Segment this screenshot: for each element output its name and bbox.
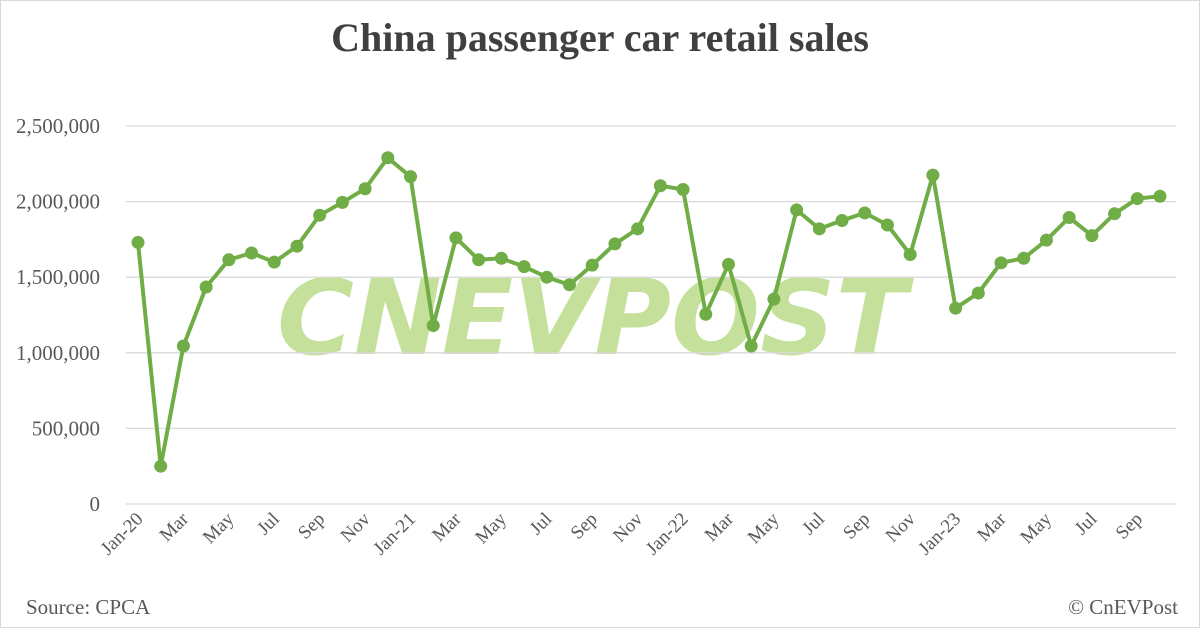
data-point [426,319,440,333]
x-tick-label: Nov [609,508,647,546]
data-point [653,179,667,193]
x-tick-label: Jul [798,509,829,540]
y-axis-ticks: 0 500,000 1,000,000 1,500,000 2,000,000 2,500… [16,114,100,516]
x-tick-label: Jul [1071,509,1102,540]
source-label: Source: CPCA [26,595,151,619]
data-point [1130,192,1144,206]
x-tick-label: May [744,508,784,548]
data-point [676,183,690,197]
x-tick-label: Sep [567,509,602,544]
x-tick-label: Sep [294,509,329,544]
y-tick-label: 0 [90,492,101,516]
data-point [858,206,872,220]
data-point [313,208,327,222]
data-point [631,222,645,236]
data-point [176,339,190,353]
data-point [494,251,508,265]
data-point [358,182,372,196]
x-tick-label: Mar [973,508,1011,546]
y-tick-label: 1,500,000 [16,265,100,289]
data-point [1017,251,1031,265]
data-point [903,248,917,262]
watermark-text: CNEVPOST [277,257,914,379]
x-tick-label: Nov [882,508,920,546]
y-tick-label: 500,000 [32,416,100,440]
x-tick-label: Sep [1112,509,1147,544]
data-series-retail-sales [131,151,1167,473]
x-tick-label: Mar [156,508,194,546]
data-point [1108,207,1122,221]
x-tick-label: Mar [701,508,739,546]
data-point [835,214,849,227]
data-point [926,168,940,182]
y-tick-label: 1,000,000 [16,341,100,365]
x-tick-label: Jan-22 [642,509,693,560]
data-point [1039,233,1053,247]
x-tick-label: Jul [526,509,557,540]
data-point [154,459,168,473]
data-point [381,151,395,165]
watermark: CNEVPOST [277,257,914,379]
data-point [449,231,463,245]
data-point [880,218,894,232]
x-tick-label: Jan-21 [369,509,420,560]
data-point [267,255,281,269]
x-tick-label: Jan-20 [97,509,148,560]
data-point [949,301,963,315]
data-point [404,170,418,184]
data-point [1153,189,1167,203]
x-tick-label: Sep [839,509,874,544]
y-tick-label: 2,000,000 [16,190,100,214]
data-point [971,286,985,300]
x-tick-label: May [199,508,239,548]
data-point [608,237,622,251]
data-point [790,203,804,217]
data-point [1085,229,1099,243]
data-point [222,253,236,267]
chart-title: China passenger car retail sales [331,15,869,60]
data-point [517,260,531,274]
series-line [136,155,1161,469]
data-point [994,256,1008,270]
x-tick-label: May [471,508,511,548]
y-tick-label: 2,500,000 [16,114,100,138]
data-point [699,307,713,321]
x-tick-label: Nov [337,508,375,546]
data-point [245,246,259,260]
data-point [472,253,486,267]
data-point [767,292,781,306]
x-tick-label: Jul [253,509,284,540]
x-tick-label: Jan-23 [914,509,965,560]
data-point [290,239,304,253]
data-point [585,258,599,272]
data-point [1062,210,1076,224]
data-point [563,278,577,292]
x-tick-label: May [1017,508,1057,548]
data-point [199,280,213,294]
data-point [540,270,554,284]
data-point [812,222,826,236]
x-tick-label: Mar [428,508,466,546]
data-point [744,339,758,353]
data-point [721,257,735,271]
copyright-label: © CnEVPost [1068,595,1178,619]
data-point [131,235,145,249]
data-point [335,195,349,209]
